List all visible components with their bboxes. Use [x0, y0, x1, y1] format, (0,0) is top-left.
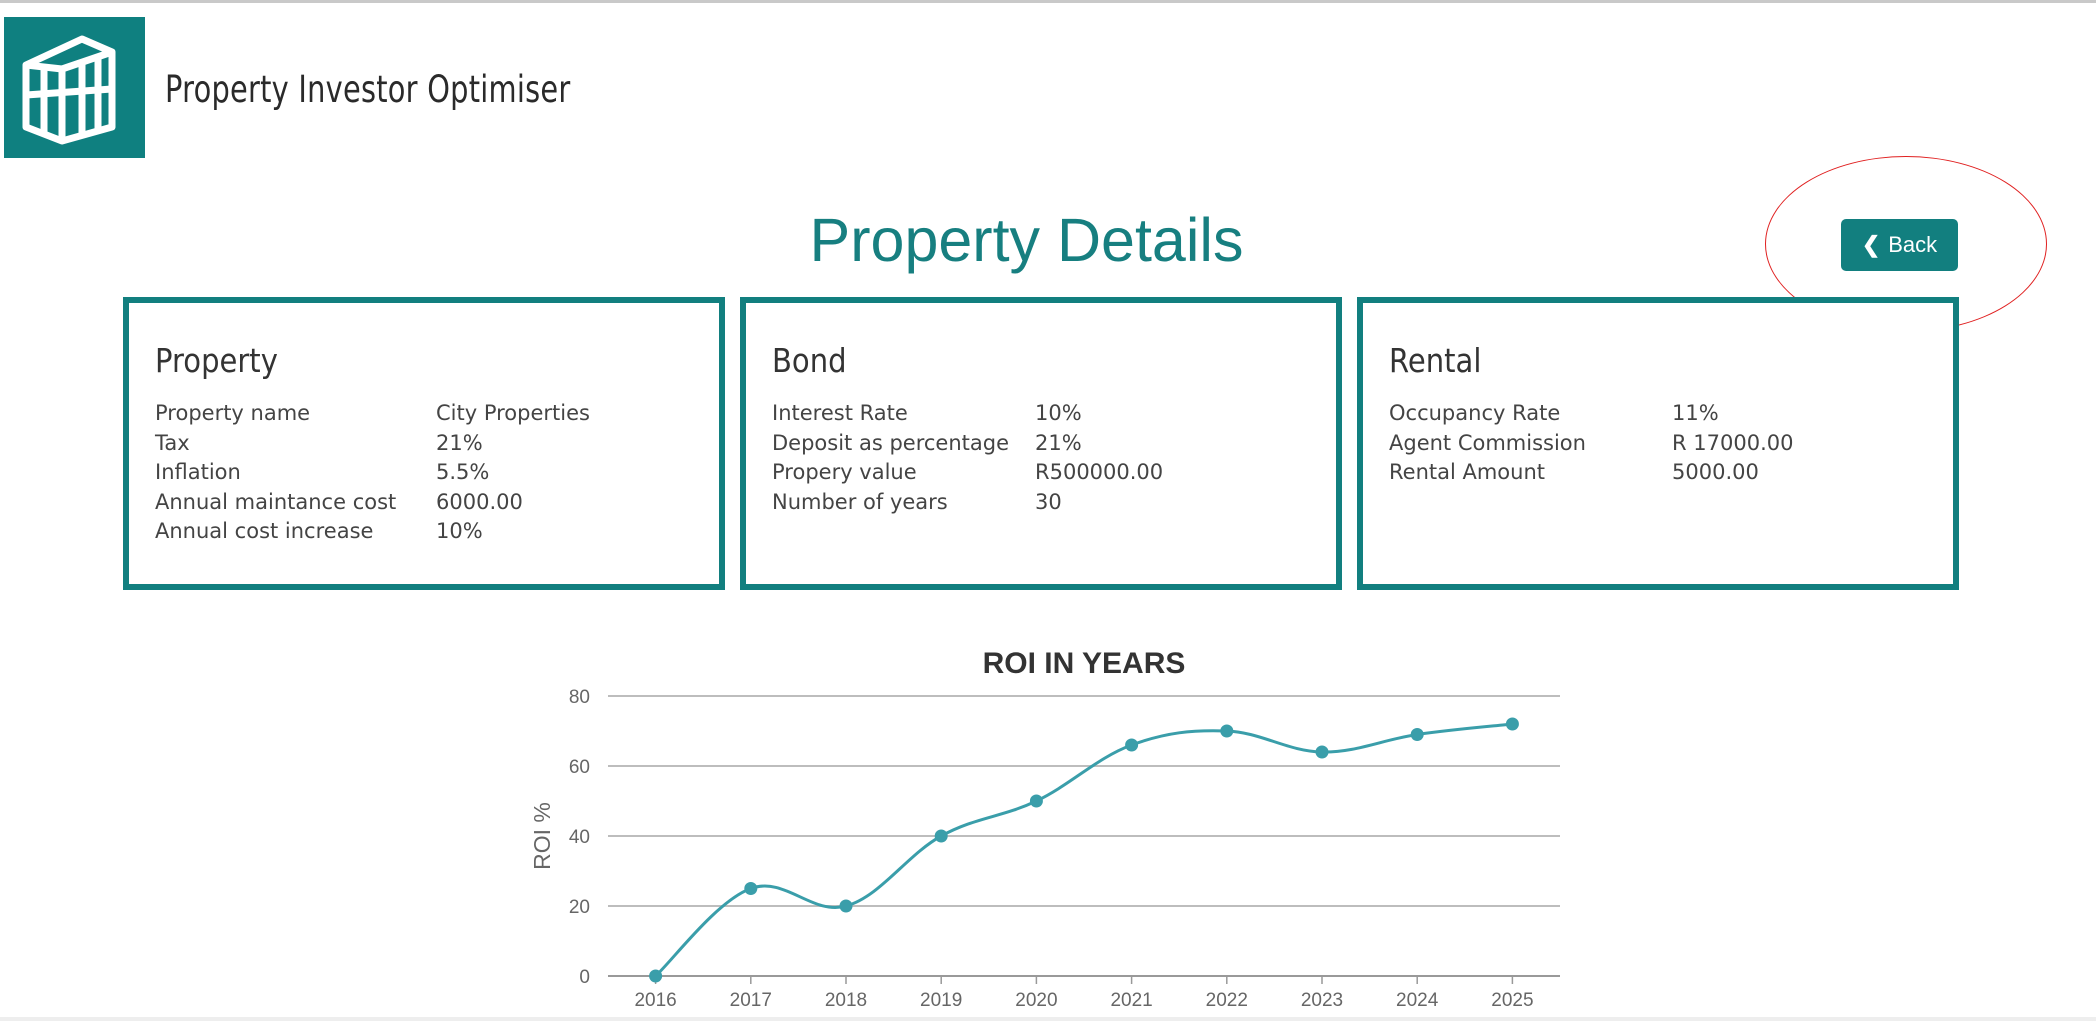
property-row-value: 6000.00	[436, 489, 523, 514]
property-row-label: Annual cost increase	[155, 519, 374, 543]
bond-row-value: 10%	[1035, 401, 1082, 425]
x-tick-label: 2023	[1301, 990, 1343, 1011]
data-point	[934, 829, 948, 843]
property-row-label: Tax	[155, 430, 190, 455]
x-tick-label: 2020	[1015, 990, 1057, 1011]
y-tick-label: 20	[569, 897, 590, 918]
bond-row-label: Interest Rate	[772, 401, 908, 425]
bond-row-label: Propery value	[772, 460, 917, 484]
property-row-value: 21%	[436, 430, 483, 455]
data-point	[1410, 728, 1424, 741]
bond-row-value: 21%	[1035, 430, 1082, 455]
x-tick-label: 2016	[634, 990, 676, 1011]
data-point	[1220, 724, 1234, 738]
x-tick-label: 2018	[825, 990, 867, 1011]
data-point	[744, 882, 758, 895]
y-axis-label: ROI %	[529, 802, 555, 870]
page-title: Property Details	[809, 206, 1244, 274]
property-row-label: Inflation	[155, 460, 241, 484]
app-title: Property Investor Optimiser	[165, 68, 571, 111]
x-tick-label: 2025	[1491, 990, 1533, 1011]
y-tick-label: 40	[569, 827, 590, 848]
property-row-value: 10%	[436, 519, 483, 543]
data-point	[1029, 794, 1043, 808]
x-tick-label: 2017	[730, 990, 772, 1011]
rental-row-label: Occupancy Rate	[1389, 401, 1561, 425]
bottom-border	[0, 1017, 2096, 1021]
x-tick-label: 2021	[1110, 990, 1152, 1011]
app-logo	[4, 17, 145, 158]
bond-row-value: R500000.00	[1035, 460, 1164, 484]
property-row-label: Property name	[155, 401, 311, 425]
series-line	[654, 722, 1513, 978]
y-tick-label: 60	[569, 757, 590, 778]
bond-row-label: Number of years	[772, 489, 948, 514]
data-point	[1125, 738, 1139, 752]
data-point	[649, 969, 663, 983]
x-tick-label: 2022	[1206, 990, 1248, 1011]
y-tick-label: 0	[579, 967, 590, 988]
property-row-label: Annual maintance cost	[155, 489, 397, 514]
rental-row-value: 5000.00	[1672, 460, 1759, 484]
rental-row-value: R 17000.00	[1672, 430, 1794, 455]
top-border	[0, 0, 2096, 3]
x-tick-label: 2024	[1396, 990, 1439, 1011]
rental-card: Rental Occupancy Rate 11% Agent Commission…	[1357, 297, 1959, 590]
rental-row-label: Rental Amount	[1389, 460, 1546, 484]
property-card-title: Property	[155, 341, 278, 380]
property-row-value: City Properties	[436, 401, 590, 425]
bond-row-value: 30	[1035, 489, 1062, 514]
rental-row-label: Agent Commission	[1389, 430, 1586, 455]
bond-card-title: Bond	[772, 341, 847, 380]
rental-row-value: 11%	[1672, 401, 1719, 425]
chart-title: ROI IN YEARS	[983, 647, 1186, 680]
bond-row-label: Deposit as percentage	[772, 430, 1009, 455]
y-tick-label: 80	[569, 687, 590, 708]
data-point	[839, 899, 853, 913]
property-row-value: 5.5%	[436, 460, 490, 484]
roi-chart: ROI IN YEARS 0 20 40 60 80 ROI % 2016 2017 2018 20…	[529, 647, 1560, 1011]
x-tick-label: 2019	[920, 990, 962, 1011]
data-point	[1505, 717, 1519, 731]
rental-card-title: Rental	[1389, 341, 1482, 380]
data-point	[1315, 745, 1329, 759]
bond-card: Bond Interest Rate 10% Deposit as percenta…	[740, 297, 1342, 590]
property-card: Property Property name City Properties Tax…	[123, 297, 725, 590]
